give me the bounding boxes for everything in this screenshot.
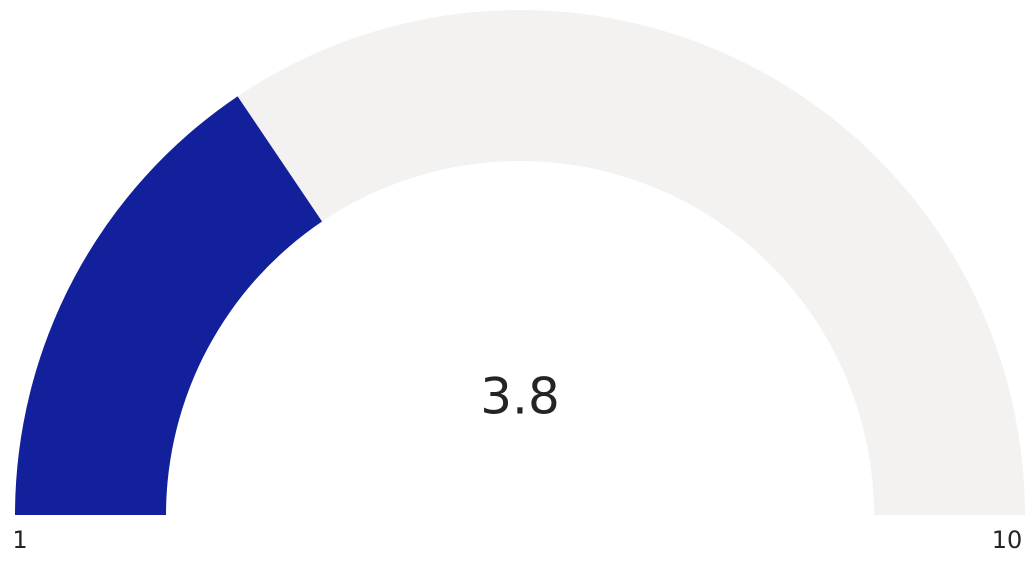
value-label: 3.8	[480, 368, 560, 426]
max-label: 10	[992, 526, 1023, 554]
gauge-track	[15, 10, 1025, 515]
min-label: 1	[12, 526, 27, 554]
gauge-value	[15, 96, 323, 515]
